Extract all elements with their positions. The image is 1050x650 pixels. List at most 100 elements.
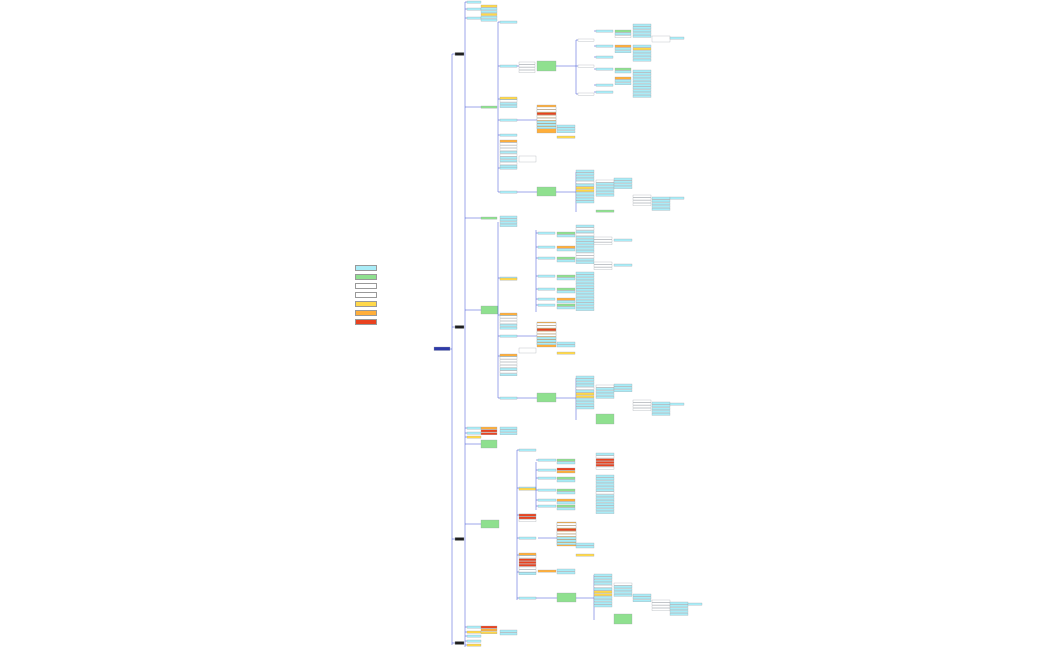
node-bar[interactable] xyxy=(556,488,576,492)
node-bar[interactable] xyxy=(575,178,595,181)
node-bar[interactable] xyxy=(499,359,518,362)
node-bar[interactable] xyxy=(613,186,633,189)
node-bar[interactable] xyxy=(575,308,595,311)
node-bar[interactable] xyxy=(466,0,482,4)
node-bar[interactable] xyxy=(537,476,557,480)
section-header-1[interactable] xyxy=(454,52,465,56)
node-bar[interactable] xyxy=(595,455,615,459)
node-bar[interactable] xyxy=(595,191,615,194)
node-bar[interactable] xyxy=(575,285,595,289)
node-bar[interactable] xyxy=(499,118,518,122)
node-bar[interactable] xyxy=(632,44,652,48)
node-bar[interactable] xyxy=(536,123,557,127)
node-bar[interactable] xyxy=(518,513,537,517)
node-bar[interactable] xyxy=(595,193,615,197)
node-bar[interactable] xyxy=(613,389,633,392)
node-bar[interactable] xyxy=(480,426,498,430)
node-bar[interactable] xyxy=(593,593,613,596)
node-bar[interactable] xyxy=(536,112,557,115)
node-bar[interactable] xyxy=(595,387,615,391)
node-bar[interactable] xyxy=(632,56,652,59)
node-bar[interactable] xyxy=(499,277,518,281)
node-bar[interactable] xyxy=(575,181,595,184)
node-bar[interactable] xyxy=(651,413,671,416)
node-bar[interactable] xyxy=(575,299,595,303)
node-bar[interactable] xyxy=(613,177,633,181)
node-bar[interactable] xyxy=(593,582,613,585)
node-bar[interactable] xyxy=(536,109,557,113)
node-bar[interactable] xyxy=(575,398,595,401)
node-bar[interactable] xyxy=(575,247,595,250)
group-node[interactable] xyxy=(613,613,633,625)
node-bar[interactable] xyxy=(575,172,595,176)
node-bar[interactable] xyxy=(536,118,557,121)
node-bar[interactable] xyxy=(518,519,537,522)
node-bar[interactable] xyxy=(614,70,632,74)
node-bar[interactable] xyxy=(499,190,518,194)
root-node[interactable] xyxy=(433,346,451,351)
node-bar[interactable] xyxy=(518,67,536,70)
node-bar[interactable] xyxy=(556,531,577,534)
node-bar[interactable] xyxy=(499,426,518,430)
node-bar[interactable] xyxy=(613,588,633,591)
node-bar[interactable] xyxy=(499,139,518,143)
node-bar[interactable] xyxy=(556,571,576,575)
node-bar[interactable] xyxy=(499,148,518,151)
node-bar[interactable] xyxy=(499,221,518,224)
node-bar[interactable] xyxy=(575,294,595,297)
node-bar[interactable] xyxy=(499,353,518,357)
node-bar[interactable] xyxy=(499,629,518,633)
node-bar[interactable] xyxy=(575,545,595,549)
node-bar[interactable] xyxy=(651,605,671,608)
node-bar[interactable] xyxy=(651,602,671,606)
node-bar[interactable] xyxy=(575,387,595,390)
node-bar[interactable] xyxy=(556,231,576,235)
node-bar[interactable] xyxy=(536,331,557,334)
node-bar[interactable] xyxy=(575,261,595,264)
node-bar[interactable] xyxy=(466,634,482,638)
node-bar[interactable] xyxy=(595,500,615,503)
node-bar[interactable] xyxy=(632,35,652,38)
node-bar[interactable] xyxy=(518,555,537,559)
node-bar[interactable] xyxy=(593,576,613,580)
node-bar[interactable] xyxy=(536,342,557,345)
node-bar[interactable] xyxy=(595,83,614,87)
node-bar[interactable] xyxy=(632,23,652,27)
node-bar[interactable] xyxy=(499,133,518,137)
node-bar[interactable] xyxy=(632,83,652,87)
node-bar[interactable] xyxy=(651,202,671,205)
node-bar[interactable] xyxy=(575,389,595,393)
node-bar[interactable] xyxy=(593,242,613,245)
node-bar[interactable] xyxy=(480,16,498,19)
node-bar[interactable] xyxy=(613,582,633,586)
group-node[interactable] xyxy=(536,392,557,403)
node-bar[interactable] xyxy=(556,259,576,263)
node-bar[interactable] xyxy=(593,239,613,243)
node-bar[interactable] xyxy=(536,106,557,110)
node-bar[interactable] xyxy=(575,542,595,546)
node-bar[interactable] xyxy=(632,399,652,403)
node-bar[interactable] xyxy=(556,534,577,537)
node-bar[interactable] xyxy=(536,336,557,340)
node-bar[interactable] xyxy=(595,491,615,495)
node-bar[interactable] xyxy=(499,373,518,376)
node-bar[interactable] xyxy=(575,195,595,198)
node-bar[interactable] xyxy=(632,58,652,62)
node-bar[interactable] xyxy=(556,539,577,543)
node-bar[interactable] xyxy=(480,105,498,109)
node-bar[interactable] xyxy=(614,79,632,83)
node-bar[interactable] xyxy=(499,162,518,165)
node-bar[interactable] xyxy=(595,458,615,461)
node-bar[interactable] xyxy=(518,61,536,65)
node-bar[interactable] xyxy=(499,365,518,368)
node-bar[interactable] xyxy=(595,452,615,456)
node-bar[interactable] xyxy=(556,458,576,462)
node-bar[interactable] xyxy=(499,215,518,219)
node-bar[interactable] xyxy=(575,197,595,201)
node-bar[interactable] xyxy=(577,92,595,96)
node-bar[interactable] xyxy=(632,69,652,73)
group-node[interactable] xyxy=(480,305,499,315)
node-bar[interactable] xyxy=(632,203,652,206)
node-bar[interactable] xyxy=(595,502,615,506)
node-bar[interactable] xyxy=(518,536,537,540)
